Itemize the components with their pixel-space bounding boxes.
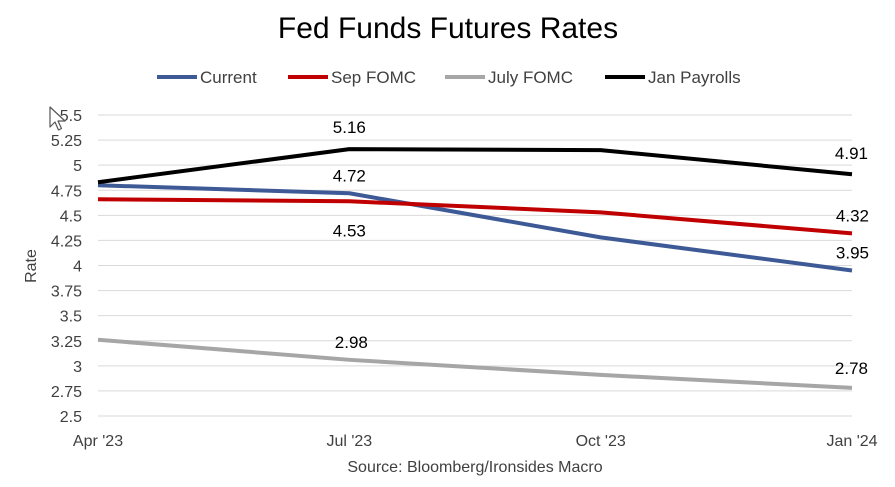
y-tick-label: 3 [73, 359, 82, 376]
legend-label-july-fomc: July FOMC [488, 68, 573, 87]
x-tick-label: Oct '23 [576, 433, 626, 450]
y-tick-label: 3.75 [51, 284, 82, 301]
data-label-sep-fomc: 4.53 [333, 221, 366, 240]
y-tick-label: 4.75 [51, 183, 82, 200]
y-tick-label: 4 [73, 259, 82, 276]
data-label-jan-payrolls: 4.91 [835, 144, 868, 163]
x-tick-label: Jan '24 [826, 433, 877, 450]
legend-label-jan-payrolls: Jan Payrolls [648, 68, 741, 87]
y-tick-label: 3.25 [51, 334, 82, 351]
source-note: Source: Bloomberg/Ironsides Macro [347, 459, 602, 476]
y-tick-label: 2.5 [60, 409, 82, 426]
data-labels: 4.72 3.95 4.53 4.32 2.98 2.78 5.16 4.91 [333, 118, 869, 378]
series-lines [97, 147, 853, 390]
data-label-jan-payrolls: 5.16 [333, 118, 366, 137]
data-label-current: 3.95 [836, 244, 869, 263]
x-tick-label: Apr '23 [73, 433, 123, 450]
legend: Current Sep FOMC July FOMC Jan Payrolls [157, 68, 741, 87]
data-label-current: 4.72 [333, 166, 366, 185]
mouse-pointer-icon [49, 106, 66, 131]
data-label-july-fomc: 2.98 [335, 333, 368, 352]
series-line-jan-payrolls [97, 147, 853, 185]
y-tick-label: 3.5 [60, 309, 82, 326]
series-line-july-fomc [97, 337, 853, 390]
legend-label-sep-fomc: Sep FOMC [331, 68, 416, 87]
y-tick-label: 4.25 [51, 233, 82, 250]
y-tick-label: 4.5 [60, 208, 82, 225]
series-line-current [97, 183, 853, 273]
data-label-sep-fomc: 4.32 [836, 206, 869, 225]
y-tick-label: 2.75 [51, 384, 82, 401]
x-axis-ticks: Apr '23 Jul '23 Oct '23 Jan '24 [73, 433, 878, 450]
chart-title: Fed Funds Futures Rates [278, 12, 618, 45]
x-tick-label: Jul '23 [326, 433, 372, 450]
legend-label-current: Current [200, 68, 257, 87]
data-label-july-fomc: 2.78 [835, 359, 868, 378]
gridlines [98, 114, 852, 417]
y-tick-label: 5.25 [51, 133, 82, 150]
y-axis-label: Rate [23, 249, 40, 283]
y-tick-label: 5 [73, 158, 82, 175]
series-line-sep-fomc [97, 197, 853, 236]
